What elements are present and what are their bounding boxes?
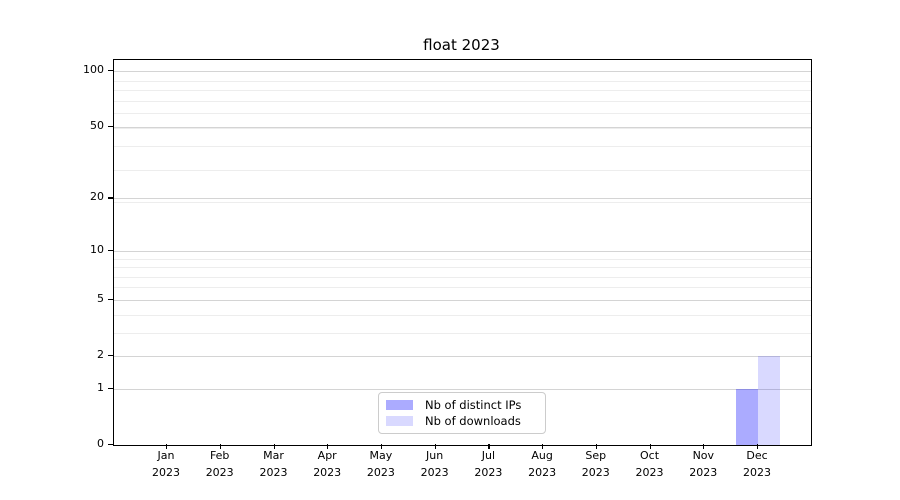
legend-swatch-distinct-ips-icon — [386, 399, 413, 410]
minor-gridline — [114, 332, 811, 334]
x-tick-label: Aug 2023 — [528, 449, 557, 479]
minor-gridline — [114, 100, 811, 102]
x-tick-mark — [703, 444, 705, 449]
major-gridline — [114, 356, 811, 357]
y-tick-mark — [108, 298, 113, 301]
minor-gridline — [114, 202, 811, 204]
x-tick-label: Jan 2023 — [152, 449, 180, 479]
x-tick-mark — [273, 444, 275, 449]
y-tick-label: 2 — [97, 348, 104, 361]
minor-gridline — [114, 276, 811, 278]
x-tick-label: Dec 2023 — [743, 449, 771, 479]
y-tick-mark — [108, 125, 113, 127]
x-tick-mark — [757, 444, 759, 449]
x-tick-mark — [380, 444, 383, 449]
y-tick-label: 100 — [83, 63, 104, 77]
major-gridline — [114, 388, 811, 390]
bar-dec-series0 — [736, 388, 758, 445]
y-tick-mark — [108, 70, 113, 72]
x-tick-mark — [595, 444, 597, 449]
legend-label-distinct-ips: Nb of distinct IPs — [425, 397, 522, 412]
y-tick-mark — [108, 197, 113, 199]
major-gridline — [114, 299, 811, 301]
y-tick-mark — [108, 249, 113, 251]
minor-gridline — [114, 169, 811, 171]
x-tick-label: Oct 2023 — [635, 449, 664, 479]
y-tick-label: 20 — [90, 190, 104, 204]
x-tick-mark — [488, 444, 490, 449]
minor-gridline — [114, 90, 811, 92]
x-tick-label: May 2023 — [366, 449, 395, 479]
legend-label-downloads: Nb of downloads — [425, 414, 521, 429]
x-tick-mark — [542, 444, 544, 449]
legend-item-downloads: Nb of downloads — [386, 414, 538, 428]
x-tick-label: Mar 2023 — [259, 449, 288, 479]
x-tick-mark — [327, 444, 329, 449]
y-tick-label: 5 — [97, 291, 104, 305]
x-tick-mark — [219, 444, 221, 449]
minor-gridline — [114, 80, 811, 82]
minor-gridline — [114, 267, 811, 268]
plot-area — [113, 59, 812, 446]
x-tick-label: Jun 2023 — [420, 449, 449, 479]
major-gridline — [114, 126, 811, 128]
x-tick-label: Apr 2023 — [313, 449, 342, 479]
x-tick-mark — [434, 444, 436, 449]
x-tick-label: Feb 2023 — [205, 449, 234, 479]
x-tick-label: Sep 2023 — [581, 449, 610, 479]
y-tick-label: 10 — [90, 242, 104, 256]
x-tick-mark — [166, 444, 168, 449]
minor-gridline — [114, 258, 811, 260]
y-tick-label: 1 — [97, 380, 104, 394]
y-tick-mark — [108, 387, 113, 390]
legend-item-distinct-ips: Nb of distinct IPs — [386, 398, 538, 412]
minor-gridline — [114, 128, 811, 130]
x-tick-label: Jul 2023 — [474, 449, 503, 479]
bar-dec-series1 — [758, 356, 780, 445]
chart-title: float 2023 — [423, 36, 500, 54]
minor-gridline — [114, 146, 811, 148]
major-gridline — [114, 198, 811, 200]
y-tick-mark — [108, 355, 113, 357]
major-gridline — [114, 71, 811, 73]
major-gridline — [114, 250, 811, 252]
y-tick-label: 50 — [90, 118, 104, 132]
x-tick-mark — [649, 444, 651, 449]
minor-gridline — [114, 113, 811, 115]
legend: Nb of distinct IPs Nb of downloads — [378, 392, 546, 434]
y-tick-mark — [108, 444, 113, 446]
x-tick-label: Nov 2023 — [689, 449, 718, 479]
y-tick-label: 0 — [97, 437, 104, 450]
minor-gridline — [114, 287, 811, 289]
legend-swatch-downloads-icon — [386, 416, 413, 427]
minor-gridline — [114, 314, 811, 316]
